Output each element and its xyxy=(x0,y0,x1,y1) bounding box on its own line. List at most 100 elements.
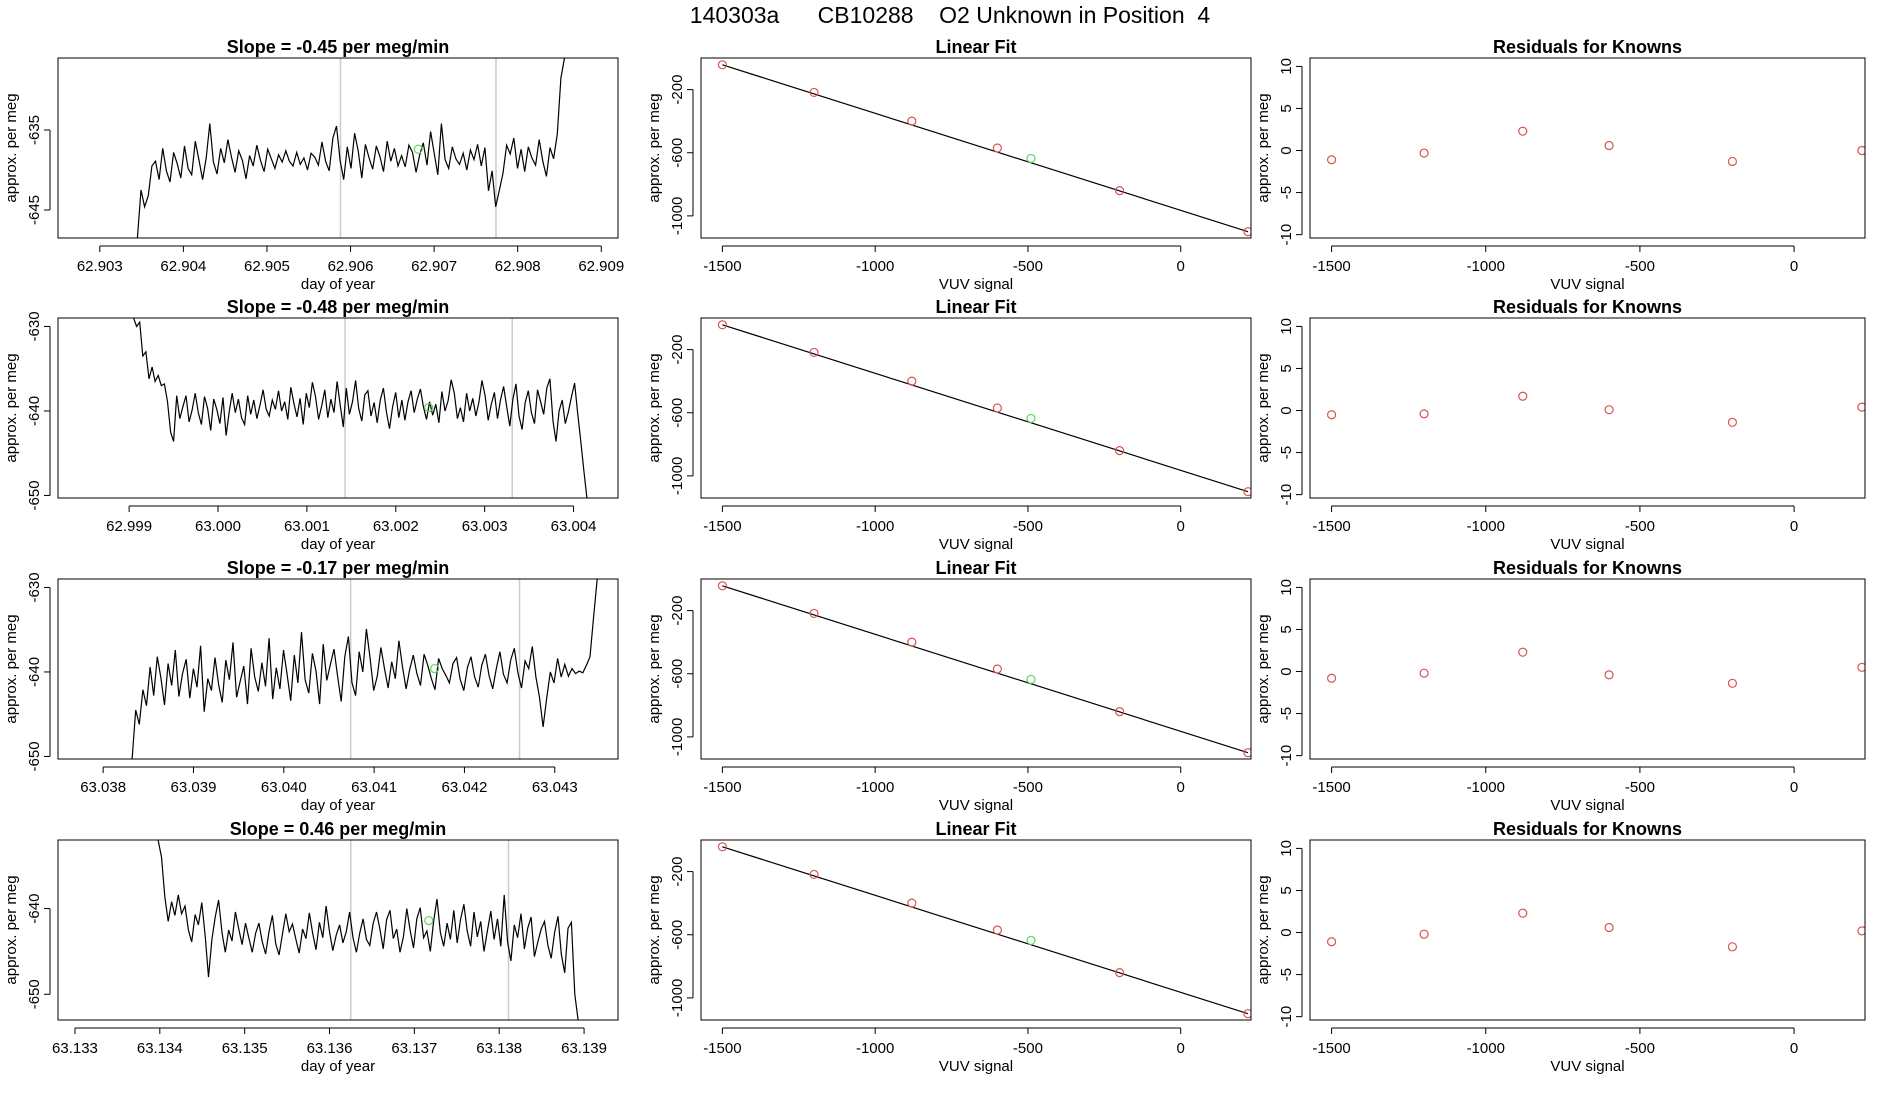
x-tick-label: -1500 xyxy=(1312,1040,1350,1057)
known-point xyxy=(1243,227,1251,237)
x-tick-label: 63.133 xyxy=(52,1040,98,1057)
x-axis-label: VUV signal xyxy=(939,276,1013,293)
series-line xyxy=(157,840,579,1020)
residuals-chart-2: Residuals for Knowns -1500 -1000 -500 0 VUV s… xyxy=(1255,297,1866,553)
x-tick-label: 63.041 xyxy=(351,779,397,796)
series-line xyxy=(133,318,588,498)
y-axis: -650 -640 xyxy=(26,894,51,1009)
y-tick-label: -5 xyxy=(1278,186,1295,199)
chart-title: Slope = -0.17 per meg/min xyxy=(227,558,450,578)
known-point xyxy=(717,842,727,852)
x-tick-label: 0 xyxy=(1790,518,1798,535)
x-axis: -1500 -1000 -500 0 xyxy=(703,245,1185,275)
known-point xyxy=(809,87,819,98)
unknown-point xyxy=(1026,413,1036,424)
x-tick-label: 0 xyxy=(1177,779,1185,796)
residual-point xyxy=(1419,668,1429,678)
x-axis: -1500 -1000 -500 0 xyxy=(1312,766,1798,796)
plot-frame xyxy=(700,578,1252,760)
x-tick-label: -1500 xyxy=(703,1040,741,1057)
x-tick-label: 0 xyxy=(1177,518,1185,535)
y-axis-label: approx. per meg xyxy=(646,614,663,723)
y-axis: -10 -5 0 5 10 xyxy=(1278,840,1303,1027)
plot-frame xyxy=(700,839,1252,1021)
chart-title: Linear Fit xyxy=(935,558,1016,578)
y-axis-label: approx. per meg xyxy=(3,614,20,723)
known-point xyxy=(907,637,917,647)
x-axis-label: VUV signal xyxy=(939,1058,1013,1075)
series-line xyxy=(136,58,566,238)
series-line xyxy=(131,579,598,759)
x-tick-label: -500 xyxy=(1625,779,1655,796)
y-tick-label: 10 xyxy=(1278,58,1295,75)
residual-point xyxy=(1604,922,1614,933)
x-tick-label: 63.136 xyxy=(307,1040,353,1057)
unknown-point xyxy=(413,144,423,154)
residual-point xyxy=(1518,391,1528,401)
known-point xyxy=(809,347,819,358)
x-axis: -1500 -1000 -500 0 xyxy=(1312,245,1798,275)
y-axis: -645 -635 xyxy=(26,115,51,225)
residuals-chart-3: Residuals for Knowns -1500 -1000 -500 0 VUV s… xyxy=(1255,558,1866,814)
x-axis-label: VUV signal xyxy=(1550,276,1624,293)
unknown-point xyxy=(1026,674,1036,685)
chart-title: Residuals for Knowns xyxy=(1493,37,1682,57)
residual-point xyxy=(1518,908,1528,918)
x-tick-label: 62.908 xyxy=(495,258,541,275)
y-tick-label: -600 xyxy=(669,138,686,168)
x-axis: 63.038 63.039 63.040 63.041 63.042 63.043 xyxy=(80,766,578,796)
x-tick-label: -1500 xyxy=(703,779,741,796)
x-tick-label: 62.907 xyxy=(411,258,457,275)
y-axis-label: approx. per meg xyxy=(3,353,20,462)
y-tick-label: 5 xyxy=(1278,625,1295,633)
residual-point xyxy=(1857,926,1865,936)
x-tick-label: -1000 xyxy=(1467,779,1505,796)
x-axis-label: day of year xyxy=(301,797,375,814)
plot-frame xyxy=(1309,839,1866,1021)
chart-title: Residuals for Knowns xyxy=(1493,819,1682,839)
y-axis-label: approx. per meg xyxy=(1255,93,1272,202)
plot-area xyxy=(1326,647,1865,688)
y-tick-label: 10 xyxy=(1278,840,1295,857)
known-point xyxy=(717,581,727,591)
y-tick-label: -10 xyxy=(1278,484,1295,506)
known-point xyxy=(717,60,727,70)
y-tick-label: -1000 xyxy=(669,718,686,756)
y-tick-label: -10 xyxy=(1278,224,1295,246)
plot-frame xyxy=(57,317,619,499)
plot-frame xyxy=(57,57,619,239)
plot-frame xyxy=(57,839,619,1021)
chart-title: Slope = -0.48 per meg/min xyxy=(227,297,450,317)
y-tick-label: -5 xyxy=(1278,707,1295,720)
known-point xyxy=(992,925,1002,935)
y-tick-label: 0 xyxy=(1278,146,1295,154)
chart-title: Linear Fit xyxy=(935,297,1016,317)
x-tick-label: -1000 xyxy=(1467,258,1505,275)
x-axis: -1500 -1000 -500 0 xyxy=(1312,1027,1798,1057)
y-tick-label: -1000 xyxy=(669,979,686,1017)
y-tick-label: -645 xyxy=(26,195,43,225)
unknown-point xyxy=(1026,153,1036,164)
plot-area xyxy=(1326,391,1865,427)
x-tick-label: 0 xyxy=(1790,779,1798,796)
residual-point xyxy=(1727,417,1738,427)
x-tick-label: -500 xyxy=(1013,779,1043,796)
y-axis-label: approx. per meg xyxy=(3,93,20,202)
x-tick-label: 63.001 xyxy=(284,518,330,535)
figure-title: 140303a CB10288 O2 Unknown in Position 4 xyxy=(689,2,1211,28)
y-tick-label: -600 xyxy=(669,920,686,950)
y-tick-label: -200 xyxy=(669,596,686,626)
known-point xyxy=(809,608,819,619)
x-tick-label: -1500 xyxy=(1312,258,1350,275)
x-tick-label: 62.903 xyxy=(77,258,123,275)
y-tick-label: -1000 xyxy=(669,197,686,235)
known-point xyxy=(1115,186,1125,196)
x-tick-label: 63.139 xyxy=(561,1040,607,1057)
y-axis: -200 -600 -1000 xyxy=(669,75,694,235)
known-point xyxy=(809,869,819,880)
x-tick-label: 63.042 xyxy=(442,779,488,796)
x-tick-label: 63.040 xyxy=(261,779,307,796)
y-axis: -10 -5 0 5 10 xyxy=(1278,318,1303,506)
